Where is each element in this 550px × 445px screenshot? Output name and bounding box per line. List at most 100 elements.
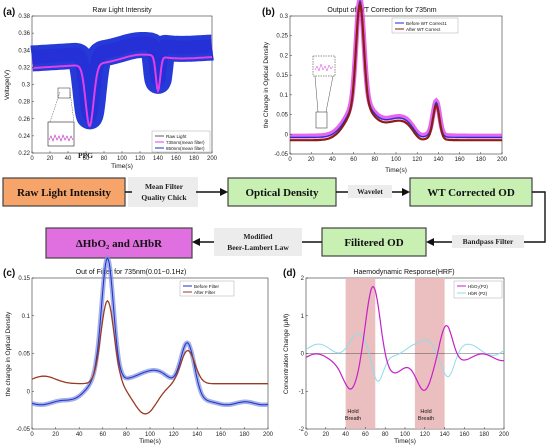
x-tick-label: 100 <box>400 432 411 438</box>
arrow1-label-line2: Quality Chick <box>141 193 187 202</box>
x-tick-label: 120 <box>420 432 431 438</box>
y-tick-label: 0.15 <box>276 73 288 79</box>
x-tick-label: 80 <box>382 432 389 438</box>
x-tick-label: 0 <box>304 432 308 438</box>
x-tick-label: 60 <box>99 432 106 438</box>
x-tick-label: 80 <box>123 432 130 438</box>
x-tick-label: 180 <box>479 432 490 438</box>
x-tick-label: 40 <box>342 432 349 438</box>
y-tick-label: 0.32 <box>18 65 30 71</box>
panel-a-legend-735: 735nm(mean filter) <box>166 140 205 145</box>
panel-a-legend-raw: Raw Light <box>166 134 187 139</box>
panel-a: (a) Raw Light Intensity 0.380.360.340.32… <box>3 7 225 170</box>
x-tick-label: 160 <box>455 157 466 163</box>
box-filitered-od <box>321 227 427 257</box>
x-tick-label: 180 <box>476 157 487 163</box>
y-tick-label: -2 <box>299 427 305 433</box>
x-tick-label: 160 <box>171 156 182 162</box>
y-tick-label: 0.1 <box>22 314 31 320</box>
x-tick-label: 80 <box>101 156 108 162</box>
box-wt-corrected-od <box>409 177 533 207</box>
x-tick-label: 200 <box>207 156 218 162</box>
arrow1-label-line1: Mean Filter <box>145 182 184 191</box>
x-tick-label: 20 <box>322 432 329 438</box>
box-optical-density-text: Optical Density <box>245 187 319 199</box>
x-tick-label: 0 <box>30 432 34 438</box>
series-before-wt <box>290 0 502 138</box>
x-tick-label: 100 <box>117 156 128 162</box>
x-tick-label: 20 <box>52 432 59 438</box>
y-tick-label: -1 <box>299 389 305 395</box>
hold-label-1-line2: Breath <box>345 416 361 422</box>
x-tick-label: 60 <box>350 157 357 163</box>
box-wt-corrected-od-text: WT Corrected OD <box>427 187 515 199</box>
panel-d-ylabel: Concentration Change (μM) <box>283 314 290 394</box>
panel-a-xlabel: Time(s) <box>111 163 133 170</box>
y-tick-label: 0.25 <box>276 34 288 40</box>
panel-d-plot <box>305 278 505 429</box>
panel-a-ylabel: Voltage(V) <box>4 70 11 100</box>
panel-c-legend <box>179 280 235 297</box>
box-hbo2-hbr <box>45 227 193 259</box>
panel-d-legend <box>453 280 503 299</box>
panel-b-x-ticks: 0 20 40 60 80 100 120 140 160 180 200 <box>288 152 508 163</box>
arrow-od-to-wt-head <box>402 188 410 196</box>
panel-c-title: Out of Filter for 735nm(0.01~0.1Hz) <box>76 269 187 276</box>
x-tick-label: 0 <box>288 157 292 163</box>
panel-b-plot-frame <box>289 15 503 155</box>
series-after-wt <box>290 0 502 142</box>
arrow4-label-line1: Modified <box>243 232 273 241</box>
panel-a-inset <box>47 121 75 147</box>
panel-d-x-ticks: 0 20 40 60 80 100 120 140 160 180 200 <box>304 427 510 438</box>
x-tick-label: 180 <box>189 156 200 162</box>
x-tick-label: 100 <box>145 432 156 438</box>
arrow2-text-bg <box>348 185 392 198</box>
panel-b-label: (b) <box>262 7 275 18</box>
y-tick-label: 0.24 <box>18 134 30 140</box>
panel-b-plot <box>290 0 502 142</box>
y-tick-label: -0.05 <box>274 152 288 158</box>
series-850nm-band <box>19 32 225 130</box>
x-tick-label: 20 <box>308 157 315 163</box>
y-tick-label: 0.26 <box>18 117 30 123</box>
x-tick-label: 140 <box>192 432 203 438</box>
x-tick-label: 140 <box>433 157 444 163</box>
x-tick-label: 200 <box>263 432 274 438</box>
panel-b-legend-after: After WT Correct <box>406 27 441 32</box>
y-tick-label: 0 <box>301 352 305 358</box>
x-tick-label: 180 <box>239 432 250 438</box>
panel-c: (c) Out of Filter for 735nm(0.01~0.1Hz) … <box>3 254 274 445</box>
panel-d-y-ticks: 2 1 0 -1 -2 <box>299 276 308 433</box>
panel-c-xlabel: Time(s) <box>139 438 161 445</box>
panel-a-inset-label: PPG <box>78 151 93 160</box>
arrow-raw-to-od-head <box>220 188 228 196</box>
y-tick-label: 0 <box>27 389 31 395</box>
series-after-filter <box>31 299 268 415</box>
panel-b-xlabel: Time(s) <box>385 167 407 174</box>
box-filitered-od-text: Filitered OD <box>344 237 403 249</box>
panel-b-legend <box>391 17 459 34</box>
hold-label-1-line1: Hold <box>347 409 358 415</box>
panel-b-zoom-line-left <box>314 75 319 113</box>
x-tick-label: 120 <box>412 157 423 163</box>
y-tick-label: 0.3 <box>280 14 289 20</box>
x-tick-label: 140 <box>153 156 164 162</box>
x-tick-label: 120 <box>169 432 180 438</box>
box-hbo2-hbr-text: ΔHbO₂ and ΔHbR <box>76 238 163 250</box>
panel-d-legend-hbr: HbR (P2) <box>468 291 488 296</box>
arrow4-label-line2: Beer-Lambert Law <box>227 243 289 252</box>
series-before-filter <box>31 257 269 406</box>
processing-flow: Raw Light Intensity Optical Density WT C… <box>2 177 546 259</box>
y-tick-label: 0.22 <box>18 151 30 157</box>
arrow3-label: Bandpass Filter <box>463 237 514 246</box>
panel-d-xlabel: Time(s) <box>394 438 416 445</box>
series-hbr <box>305 333 505 382</box>
hold-label-2-line1: Hold <box>420 409 431 415</box>
hold-label-2-line2: Breath <box>418 416 434 422</box>
y-tick-label: 2 <box>301 276 305 282</box>
panel-b-legend-before: Before WT Correct1 <box>406 21 447 26</box>
x-tick-label: 120 <box>135 156 146 162</box>
arrow-wt-to-filtered-head <box>426 238 434 246</box>
panel-c-ylabel: the change in Optical Density <box>5 311 12 396</box>
